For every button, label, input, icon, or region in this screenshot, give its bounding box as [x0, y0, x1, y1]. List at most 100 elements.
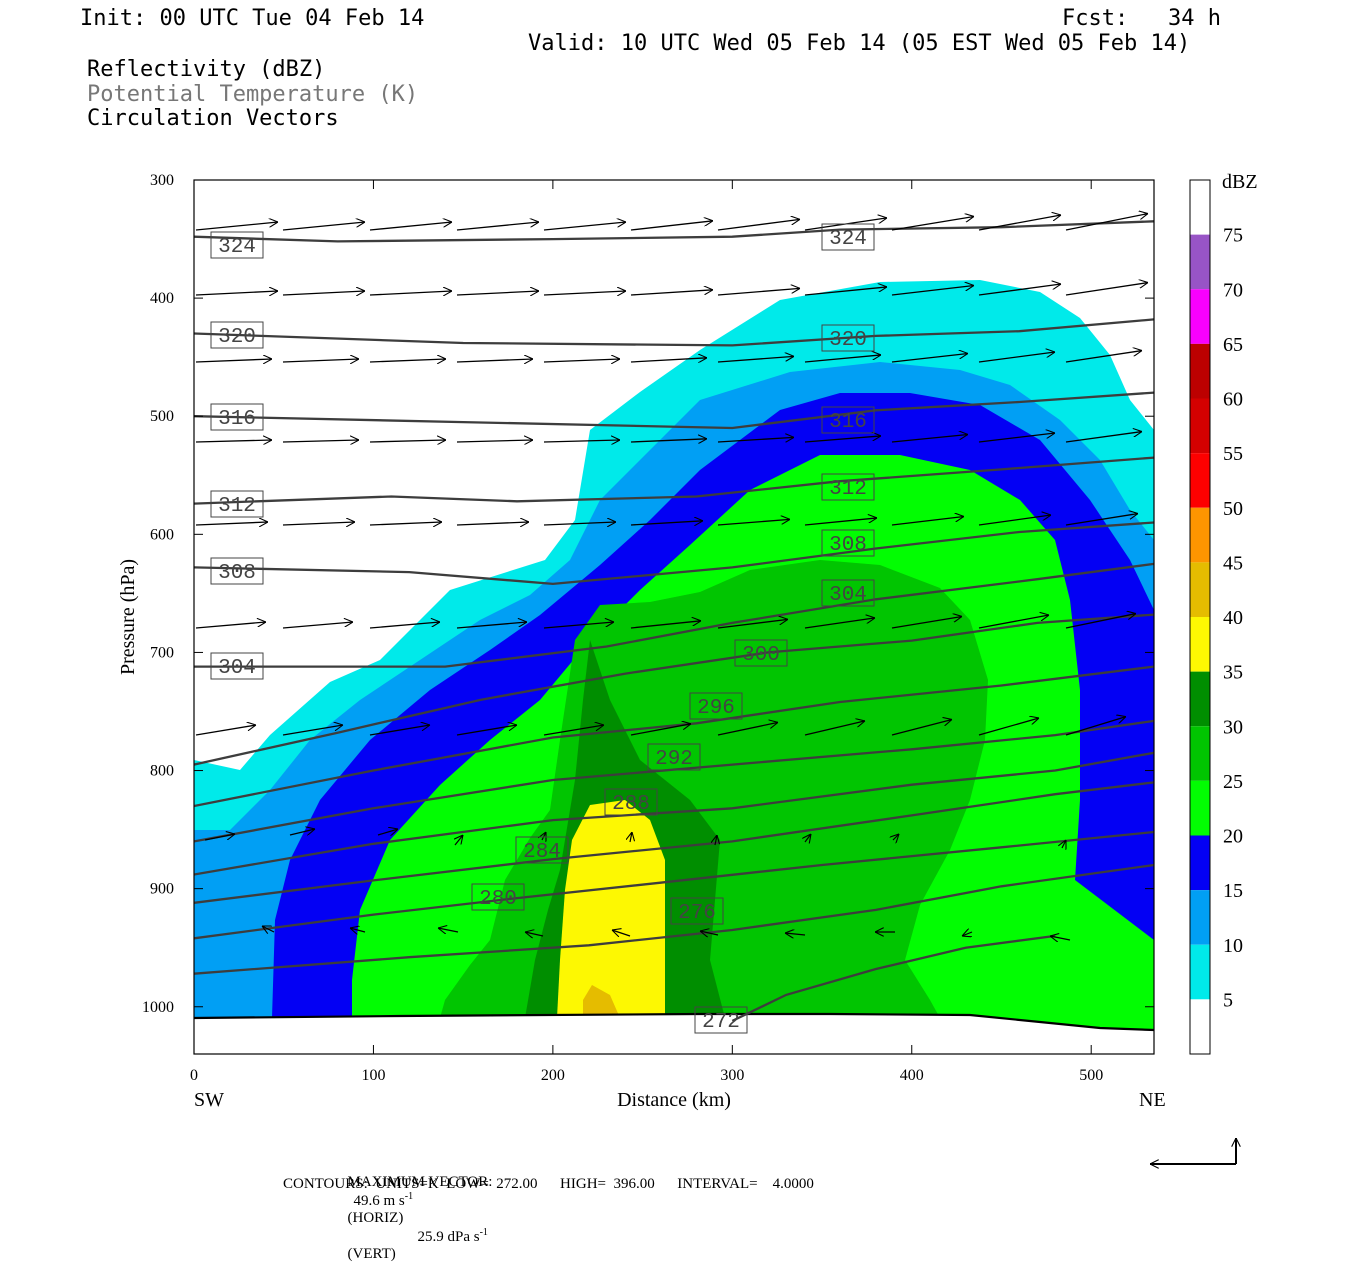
circulation-vector: [630, 521, 703, 525]
circulation-vector: [369, 622, 440, 629]
contour-label-box: [821, 406, 875, 434]
field-reflectivity: Reflectivity (dBZ): [87, 57, 326, 82]
theta-contour-304: [194, 562, 1154, 668]
circulation-vector: [195, 291, 278, 295]
circulation-vector: [282, 522, 355, 525]
contour-label: 304: [218, 657, 256, 680]
circulation-vector: [891, 434, 968, 443]
x-axis-label: Distance (km): [617, 1089, 731, 1111]
colorbar-level-label: 45: [1223, 552, 1243, 574]
circulation-vector: [891, 353, 968, 363]
contour-label: 312: [218, 495, 256, 518]
contour-label: 320: [829, 329, 867, 352]
circulation-vector: [891, 285, 974, 296]
theta-contour-316: [194, 391, 1154, 430]
circulation-vector: [543, 440, 620, 442]
circulation-vector: [893, 834, 899, 840]
colorbar-band: [1190, 453, 1210, 508]
ne-endpoint-label: NE: [1139, 1089, 1166, 1111]
circulation-vector: [700, 931, 719, 935]
circulation-vector: [891, 616, 962, 629]
circulation-vector: [630, 724, 691, 736]
circulation-vector: [717, 437, 794, 443]
contour-label: 324: [829, 228, 867, 251]
colorbar-band: [1190, 999, 1210, 1054]
below-ground-mask: [194, 1014, 1154, 1054]
circulation-vector: [456, 359, 533, 362]
colorbar-level-label: 70: [1223, 279, 1243, 301]
circulation-vector: [785, 933, 806, 935]
circulation-vector: [195, 440, 272, 442]
horiz-tag: (HORIZ): [347, 1210, 404, 1226]
circulation-vector: [1065, 214, 1148, 231]
vert-exponent: -1: [479, 1227, 488, 1238]
circulation-vector: [804, 436, 881, 443]
circulation-vector: [282, 622, 353, 629]
colorbar-level-label: 65: [1223, 334, 1243, 356]
theta-contour-280: [194, 830, 1154, 940]
circulation-vector: [717, 722, 778, 736]
theta-contour-288: [194, 751, 1154, 876]
circulation-vector: [1065, 351, 1142, 363]
reference-vector-icon: [1150, 1138, 1236, 1164]
contour-label: 272: [702, 1011, 740, 1034]
circulation-vector: [543, 622, 614, 629]
circulation-vector: [804, 518, 877, 526]
field-potential-temperature: Potential Temperature (K): [87, 82, 419, 107]
max-vector-horiz: 49.6 m s: [353, 1193, 405, 1209]
contour-label: 292: [655, 748, 693, 771]
contour-label: 284: [523, 841, 561, 864]
contour-label-box: [647, 743, 701, 771]
colorbar-band: [1190, 671, 1210, 727]
colorbar-level-label: 10: [1223, 935, 1243, 957]
colorbar-band: [1190, 507, 1210, 563]
horiz-exponent: -1: [404, 1191, 414, 1202]
circulation-vector: [630, 439, 707, 442]
contour-label: 276: [678, 902, 716, 925]
colorbar-level-label: 75: [1223, 225, 1243, 247]
circulation-vector: [289, 829, 315, 836]
refl-35-40: [557, 800, 665, 1018]
circulation-vector: [891, 516, 964, 526]
contour-label-box: [821, 223, 875, 251]
contour-label-box: [694, 1006, 748, 1034]
circulation-vectors: [195, 214, 1148, 940]
contour-label: 300: [742, 644, 780, 667]
colorbar-band: [1190, 398, 1210, 454]
circulation-vector: [350, 928, 366, 932]
colorbar-level-label: 50: [1223, 498, 1243, 520]
contour-label: 320: [218, 326, 256, 349]
circulation-vector: [542, 832, 546, 840]
circulation-vector: [717, 619, 788, 629]
circulation-vector: [195, 359, 272, 362]
theta-contour-324: [194, 220, 1154, 243]
x-tick-label: 200: [541, 1067, 565, 1084]
colorbar: 5 10 15 20 25 30 35 40 45 50 55 60 65 70 75: [1189, 179, 1243, 1055]
circulation-vector: [456, 222, 539, 231]
circulation-vector: [369, 359, 446, 362]
circulation-vector: [804, 287, 887, 296]
circulation-vector: [543, 725, 604, 736]
circulation-vector: [1065, 514, 1138, 526]
circulation-vector: [282, 440, 359, 442]
y-tick-label: 900: [150, 881, 174, 898]
contour-label-box: [210, 557, 264, 585]
y-tick-label: 1000: [142, 999, 174, 1016]
circulation-vector: [543, 222, 626, 231]
circulation-vector: [717, 288, 800, 296]
colorbar-frame: [1189, 179, 1211, 1055]
circulation-vector: [369, 725, 430, 736]
circulation-vector: [1065, 614, 1136, 629]
colorbar-band: [1190, 234, 1210, 290]
circulation-vector: [1065, 717, 1126, 736]
contour-label: 316: [218, 408, 256, 431]
max-vector-vert: 25.9 dPa s: [417, 1229, 480, 1245]
contour-label: 280: [479, 888, 517, 911]
circulation-vector: [805, 834, 811, 842]
circulation-vector: [1065, 432, 1142, 443]
y-tick-label: 800: [150, 763, 174, 780]
circulation-vector: [804, 721, 865, 736]
circulation-vector: [456, 522, 529, 525]
potential-temperature-contours: [194, 220, 1154, 1022]
contour-label: 304: [829, 584, 867, 607]
